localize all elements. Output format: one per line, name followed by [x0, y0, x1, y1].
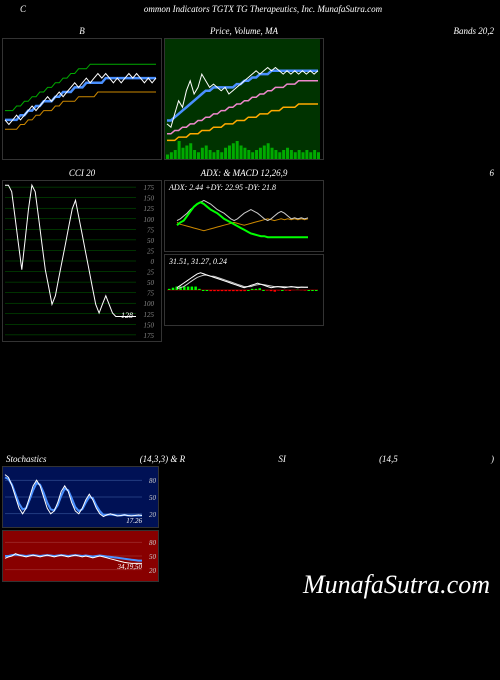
svg-text:0: 0 [151, 258, 155, 266]
bollinger-panel [2, 38, 162, 160]
rsi-panel: 80 50 20 34,19,50 [2, 530, 159, 582]
bollinger-title: B [2, 24, 162, 38]
svg-text:125: 125 [144, 205, 155, 213]
stoch-title-end: ) [491, 454, 494, 464]
price-title: Price, Volume, MA [164, 24, 324, 38]
svg-text:100: 100 [144, 216, 155, 224]
stoch-panel: 80 50 20 17.26 [2, 466, 159, 528]
adx-panel: ADX: 2.44 +DY: 22.95 -DY: 21.8 [164, 180, 324, 252]
svg-text:150: 150 [144, 195, 155, 203]
svg-text:50: 50 [149, 494, 157, 502]
svg-text:50: 50 [149, 553, 157, 561]
stoch-title: Stochastics (14,3,3) & R SI (14,5 ) [2, 452, 498, 466]
svg-text:175: 175 [144, 332, 155, 340]
svg-text:75: 75 [147, 226, 155, 234]
svg-text:175: 175 [144, 184, 155, 192]
stoch-title-left: Stochastics [6, 454, 47, 464]
stoch-title-right: (14,5 [379, 454, 398, 464]
svg-text:50: 50 [147, 279, 155, 287]
svg-text:80: 80 [149, 477, 157, 485]
adx-title: ADX: & MACD 12,26,9 [164, 166, 324, 180]
svg-text:80: 80 [149, 539, 157, 547]
macd-panel: 31.51, 31.27, 0.24 [164, 254, 324, 326]
svg-text:20: 20 [149, 511, 157, 519]
price-panel [164, 38, 324, 160]
svg-text:25: 25 [147, 269, 155, 277]
svg-text:50: 50 [147, 237, 155, 245]
cci-title: CCI 20 [2, 166, 162, 180]
stoch-title-mid: (14,3,3) & R [140, 454, 186, 464]
adx-subtitle: ADX: 2.44 +DY: 22.95 -DY: 21.8 [169, 183, 276, 192]
svg-text:100: 100 [144, 300, 155, 308]
svg-text:34,19,50: 34,19,50 [117, 563, 143, 571]
svg-text:75: 75 [147, 290, 155, 298]
svg-text:25: 25 [147, 247, 155, 255]
stoch-title-mid2: SI [278, 454, 286, 464]
svg-text:20: 20 [149, 567, 157, 575]
cci-panel: 175 150 125 100 75 50 25 0 25 50 75 100 125 150 175 128 [2, 180, 162, 342]
svg-text:125: 125 [144, 311, 155, 319]
page-header: C ommon Indicators TGTX TG Therapeutics,… [0, 0, 500, 18]
svg-text:150: 150 [144, 321, 155, 329]
svg-text:128: 128 [121, 311, 133, 320]
svg-text:17.26: 17.26 [126, 517, 142, 525]
macd-subtitle: 31.51, 31.27, 0.24 [169, 257, 227, 266]
adx-right-label: 6 [326, 166, 498, 180]
header-main: ommon Indicators TGTX TG Therapeutics, I… [144, 4, 382, 14]
bands-title: Bands 20,2 [326, 24, 498, 38]
header-left: C [20, 4, 26, 14]
